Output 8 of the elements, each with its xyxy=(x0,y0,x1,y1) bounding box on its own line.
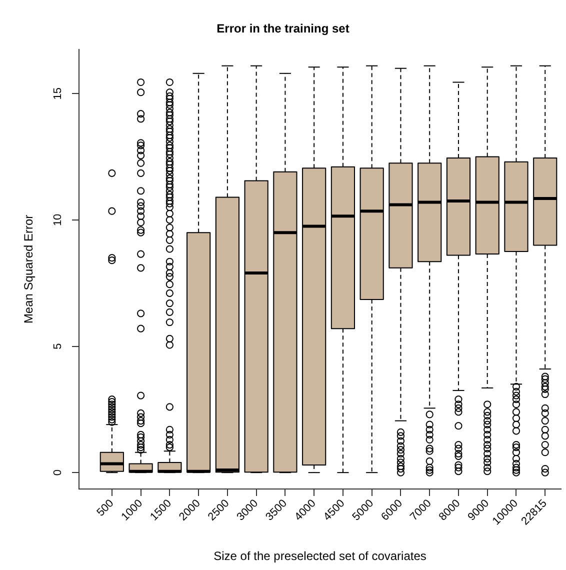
y-axis-title: Mean Squared Error xyxy=(22,214,36,324)
x-tick-label: 500 xyxy=(94,497,116,519)
chart-title: Error in the training set xyxy=(216,22,350,36)
y-tick-label: 15 xyxy=(52,87,64,100)
x-axis-title: Size of the preselected set of covariates xyxy=(214,549,426,564)
y-tick-label: 5 xyxy=(52,343,64,350)
y-tick-label: 0 xyxy=(52,470,64,476)
y-tick-label: 10 xyxy=(52,214,64,226)
